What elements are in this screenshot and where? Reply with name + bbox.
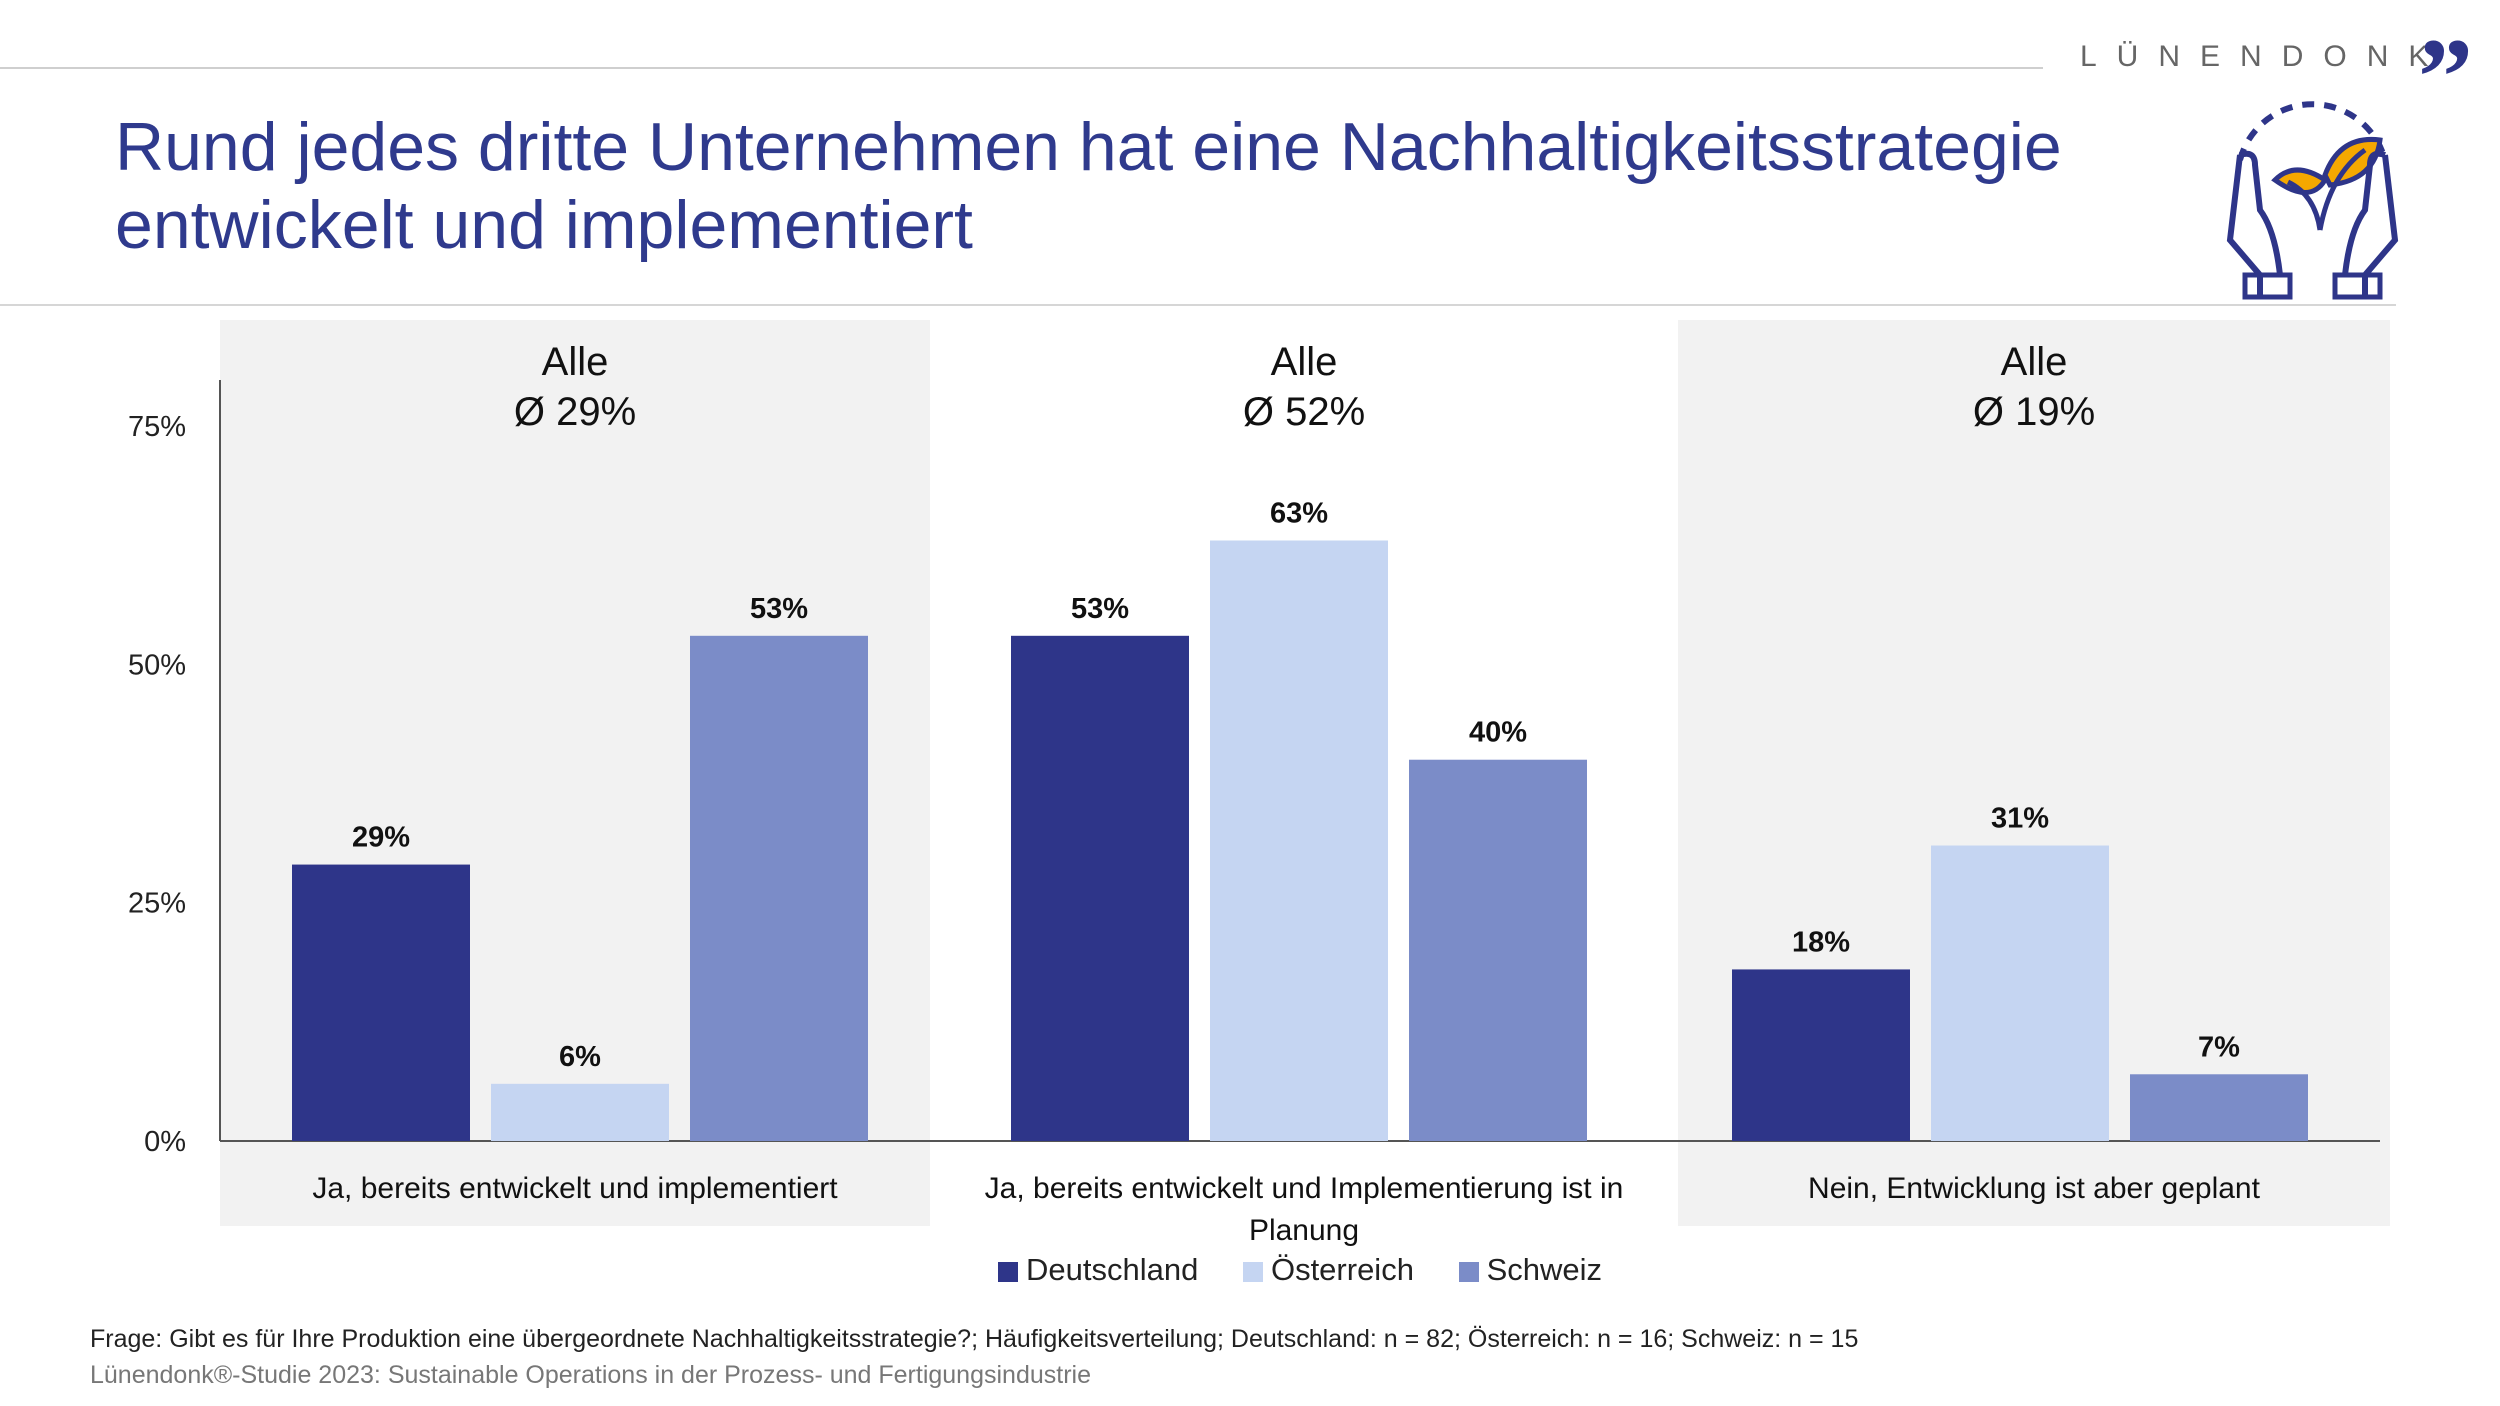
- bar-österreich: [1210, 540, 1388, 1141]
- title-divider: [0, 304, 2396, 306]
- bar-deutschland: [292, 864, 470, 1141]
- category-label: Ja, bereits entwickelt und Implementieru…: [985, 1172, 1624, 1205]
- data-label: 18%: [1792, 926, 1850, 958]
- bar-österreich: [491, 1083, 669, 1141]
- data-label: 29%: [352, 822, 410, 854]
- category-label: Ja, bereits entwickelt und implementiert: [312, 1172, 838, 1205]
- bar-schweiz: [690, 635, 868, 1141]
- y-tick-label: 75%: [128, 411, 186, 443]
- y-tick-label: 25%: [128, 888, 186, 920]
- category-label: Planung: [1249, 1214, 1359, 1247]
- footnote-source: Lünendonk®-Studie 2023: Sustainable Oper…: [90, 1361, 1091, 1389]
- footnote-question: Frage: Gibt es für Ihre Produktion eine …: [90, 1325, 1859, 1353]
- legend-label: Schweiz: [1486, 1252, 1602, 1287]
- brand-logo-text: LÜNENDONK: [2080, 40, 2449, 73]
- hands-plant-icon: [2226, 101, 2399, 300]
- legend-item-deutschland: Deutschland: [997, 1252, 1199, 1287]
- group-header-label: Alle: [2001, 340, 2068, 384]
- data-label: 63%: [1270, 497, 1328, 529]
- group-header-label: Alle: [1271, 340, 1338, 384]
- data-label: 40%: [1469, 717, 1527, 749]
- data-label: 6%: [559, 1041, 601, 1073]
- header-divider: [0, 67, 2043, 69]
- legend: Deutschland Österreich Schweiz: [0, 1252, 2500, 1288]
- legend-item-oesterreich: Österreich: [1242, 1252, 1414, 1287]
- bar-deutschland: [1732, 969, 1910, 1141]
- y-tick-label: 50%: [128, 649, 186, 681]
- legend-swatch: [1458, 1261, 1479, 1282]
- brand-quote-mark-icon: ”: [2418, 16, 2473, 138]
- group-header-average: Ø 19%: [1973, 390, 2095, 434]
- legend-swatch: [1242, 1261, 1263, 1282]
- legend-swatch: [997, 1261, 1018, 1282]
- group-header-average: Ø 29%: [514, 390, 636, 434]
- data-label: 53%: [1071, 593, 1129, 625]
- data-label: 53%: [750, 593, 808, 625]
- bar-deutschland: [1011, 635, 1189, 1141]
- title-line-1: Rund jedes dritte Unternehmen hat eine N…: [115, 109, 2062, 185]
- data-label: 7%: [2198, 1031, 2240, 1063]
- group-header-average: Ø 52%: [1243, 390, 1365, 434]
- category-label: Nein, Entwicklung ist aber geplant: [1808, 1172, 2261, 1205]
- y-tick-label: 0%: [144, 1126, 186, 1158]
- legend-label: Deutschland: [1025, 1252, 1199, 1287]
- bar-schweiz: [2130, 1074, 2308, 1141]
- group-header-label: Alle: [542, 340, 609, 384]
- legend-item-schweiz: Schweiz: [1458, 1252, 1602, 1287]
- bar-österreich: [1931, 845, 2109, 1141]
- legend-label: Österreich: [1270, 1252, 1414, 1287]
- page-title: Rund jedes dritte Unternehmen hat eine N…: [115, 108, 2062, 264]
- title-line-2: entwickelt und implementiert: [115, 187, 973, 263]
- data-label: 31%: [1991, 803, 2049, 835]
- bar-schweiz: [1409, 759, 1587, 1141]
